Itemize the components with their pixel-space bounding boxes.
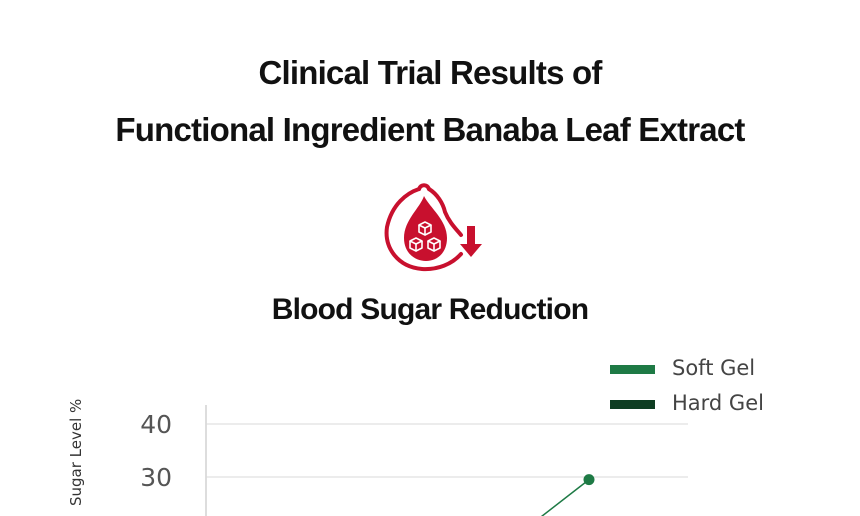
series-line-soft-gel xyxy=(540,479,590,516)
page-title-line-2: Functional Ingredient Banaba Leaf Extrac… xyxy=(115,111,745,148)
blood-sugar-reduction-icon xyxy=(382,182,492,277)
y-tick-label-30: 30 xyxy=(140,463,172,492)
data-point-soft-gel xyxy=(583,474,595,486)
legend-swatch-hard-gel xyxy=(610,400,655,409)
page-title-line-1: Clinical Trial Results of xyxy=(258,54,602,91)
legend-label-hard-gel: Hard Gel xyxy=(672,391,764,415)
chart-title: Blood Sugar Reduction xyxy=(271,293,589,326)
legend-swatch-soft-gel xyxy=(610,365,655,374)
legend-item-hard-gel: Hard Gel xyxy=(610,391,810,417)
y-tick-label-40: 40 xyxy=(140,410,172,439)
legend-item-soft-gel: Soft Gel xyxy=(610,356,810,382)
legend-label-soft-gel: Soft Gel xyxy=(672,356,756,380)
